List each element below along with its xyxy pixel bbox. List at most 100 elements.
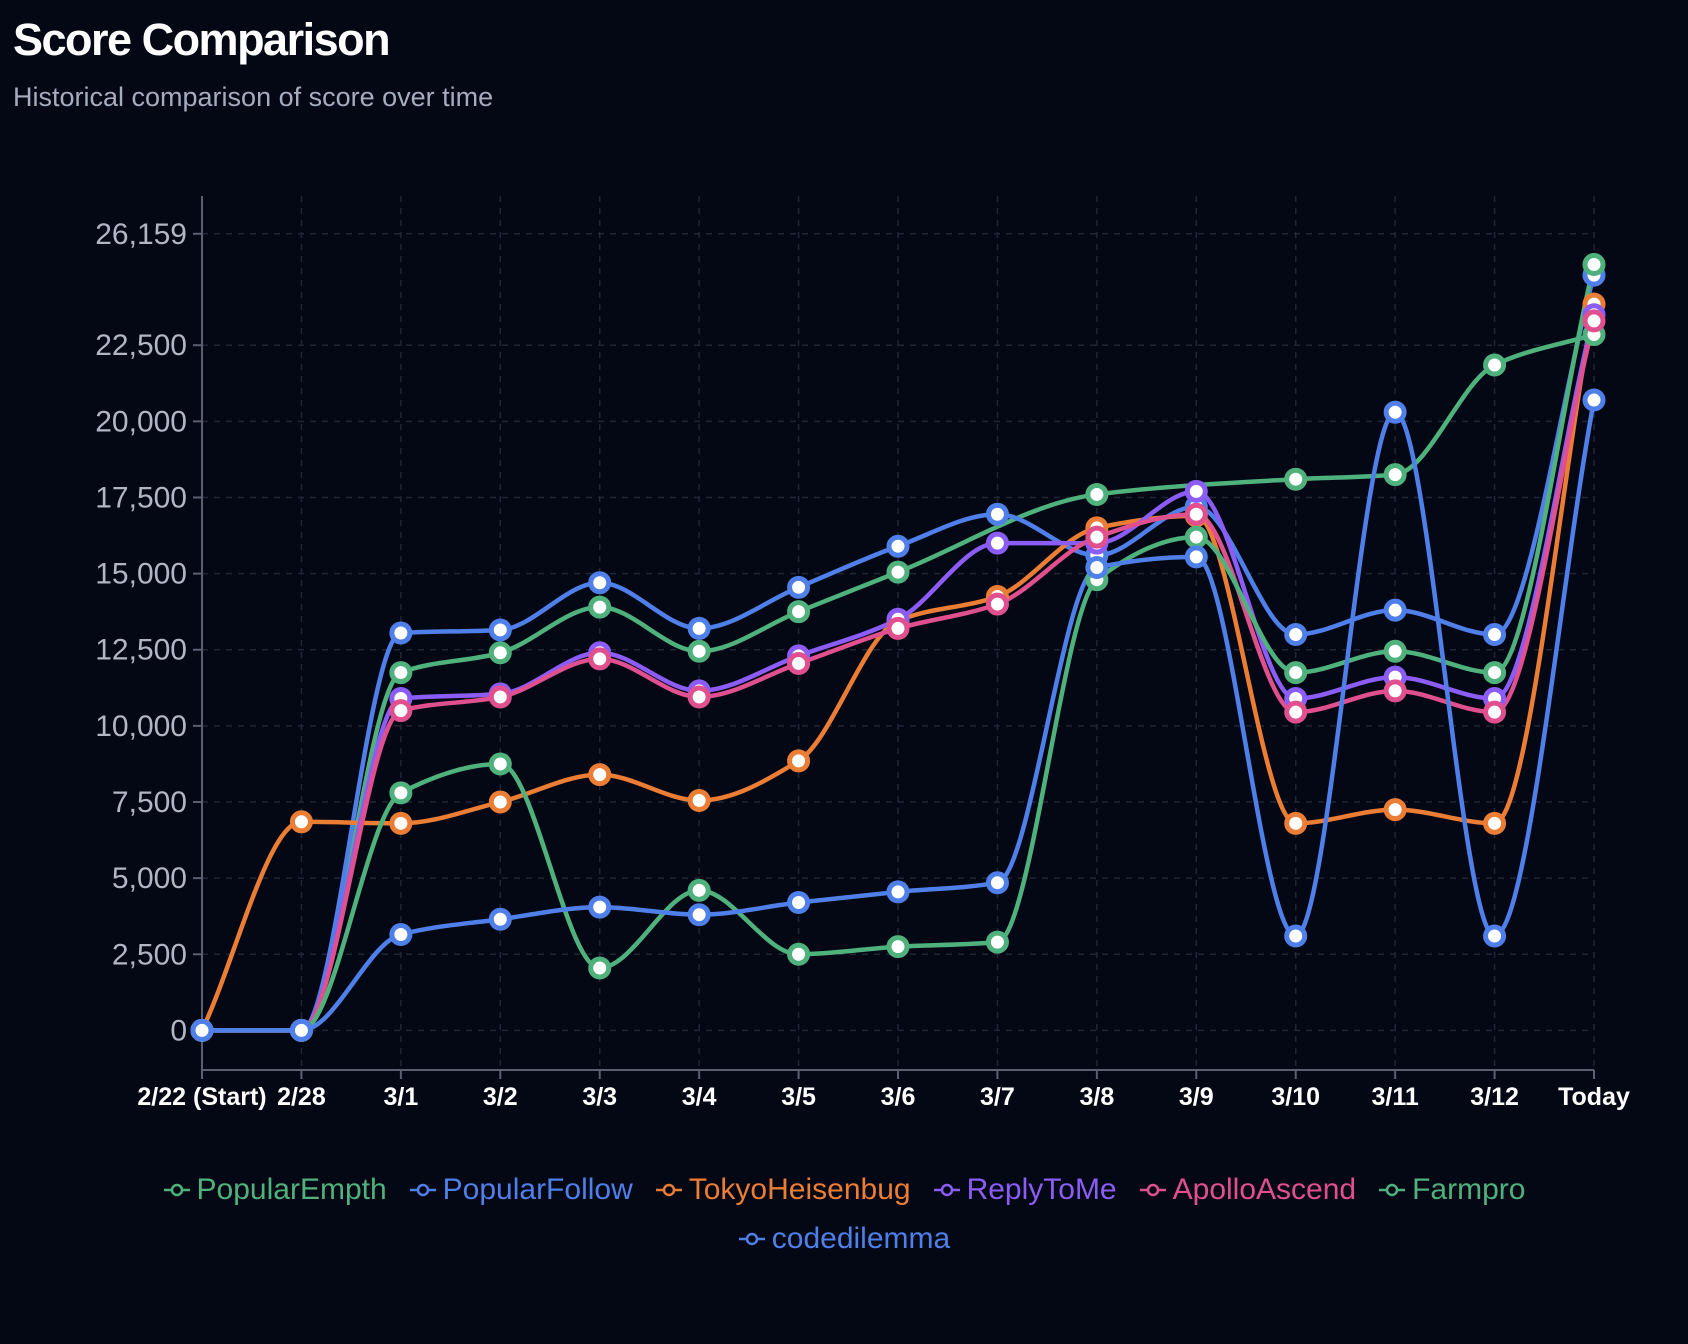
data-point-Farmpro (1383, 639, 1407, 663)
data-point-PopularFollow (1483, 623, 1507, 647)
data-point-ApolloAscend (389, 699, 413, 723)
data-point-TokyoHeisenbug (687, 788, 711, 812)
data-point-codedilemma (488, 907, 512, 931)
legend-label: PopularEmpth (196, 1173, 387, 1206)
data-point-TokyoHeisenbug (1383, 798, 1407, 822)
data-point-PopularEmpth (886, 560, 910, 584)
data-point-TokyoHeisenbug (1483, 811, 1507, 835)
data-point-PopularFollow (985, 502, 1009, 526)
data-point-Farmpro (389, 781, 413, 805)
data-point-ReplyToMe (1184, 479, 1208, 503)
x-tick-label: Today (1558, 1083, 1630, 1111)
data-point-PopularEmpth (687, 639, 711, 663)
y-tick-label: 12,500 (95, 634, 187, 667)
legend-label: ReplyToMe (966, 1173, 1117, 1206)
y-tick-label: 26,159 (95, 218, 187, 251)
data-point-codedilemma (389, 922, 413, 946)
data-point-ApolloAscend (687, 685, 711, 709)
data-point-Farmpro (1184, 525, 1208, 549)
y-tick-label: 2,500 (112, 938, 187, 971)
data-point-ApolloAscend (1184, 502, 1208, 526)
data-point-PopularFollow (1383, 598, 1407, 622)
legend-line-marker-icon (409, 1183, 436, 1197)
data-point-PopularFollow (886, 534, 910, 558)
data-point-codedilemma (1184, 545, 1208, 569)
data-point-codedilemma (787, 891, 811, 915)
legend-item-Farmpro[interactable]: Farmpro (1378, 1173, 1525, 1207)
data-point-Farmpro (488, 752, 512, 776)
data-point-codedilemma (1284, 924, 1308, 948)
y-tick-label: 5,000 (112, 862, 187, 895)
y-tick-label: 20,000 (95, 405, 187, 438)
data-point-ReplyToMe (985, 531, 1009, 555)
data-point-codedilemma (1483, 924, 1507, 948)
data-point-Farmpro (588, 956, 612, 980)
x-tick-label: 2/22 (Start) (137, 1083, 266, 1111)
x-tick-label: 3/2 (483, 1083, 518, 1111)
legend-item-codedilemma[interactable]: codedilemma (738, 1222, 950, 1256)
data-point-PopularFollow (488, 618, 512, 642)
data-point-PopularEmpth (1085, 482, 1109, 506)
legend-item-PopularEmpth[interactable]: PopularEmpth (163, 1173, 387, 1207)
legend-line-marker-icon (1139, 1183, 1166, 1197)
series-points (190, 253, 1606, 1042)
legend-item-TokyoHeisenbug[interactable]: TokyoHeisenbug (655, 1173, 911, 1207)
data-point-TokyoHeisenbug (787, 749, 811, 773)
legend-item-ReplyToMe[interactable]: ReplyToMe (933, 1173, 1117, 1207)
data-point-PopularEmpth (588, 595, 612, 619)
legend-line-marker-icon (738, 1232, 765, 1246)
data-point-Farmpro (985, 930, 1009, 954)
x-tick-label: 3/12 (1470, 1083, 1519, 1111)
data-point-codedilemma (687, 903, 711, 927)
data-point-codedilemma (1085, 556, 1109, 580)
data-point-Farmpro (787, 942, 811, 966)
data-point-PopularEmpth (389, 661, 413, 685)
data-point-ApolloAscend (488, 685, 512, 709)
chart-subtitle: Historical comparison of score over time (13, 82, 494, 112)
legend-item-ApolloAscend[interactable]: ApolloAscend (1139, 1173, 1356, 1207)
data-point-PopularEmpth (1483, 353, 1507, 377)
legend-label: Farmpro (1412, 1173, 1526, 1206)
x-tick-label: 2/28 (277, 1083, 326, 1111)
series-line-TokyoHeisenbug (199, 301, 1597, 1033)
data-point-ApolloAscend (1085, 525, 1109, 549)
data-point-Farmpro (1483, 661, 1507, 685)
data-point-codedilemma (1582, 388, 1606, 412)
x-tick-label: 3/9 (1179, 1083, 1214, 1111)
data-point-ApolloAscend (985, 592, 1009, 616)
data-point-ApolloAscend (1483, 700, 1507, 724)
legend-line-marker-icon (163, 1183, 190, 1197)
data-point-codedilemma (289, 1018, 313, 1042)
data-point-ApolloAscend (588, 647, 612, 671)
data-point-Farmpro (1582, 253, 1606, 277)
y-axis-ticks: 0 2,500 5,000 7,500 10,000 12,500 15,000 17,500… (95, 218, 202, 1047)
y-tick-label: 22,500 (95, 329, 187, 362)
data-point-PopularEmpth (1383, 463, 1407, 487)
legend-item-PopularFollow[interactable]: PopularFollow (409, 1173, 633, 1207)
y-tick-label: 0 (170, 1014, 187, 1047)
data-point-PopularFollow (588, 571, 612, 595)
data-point-TokyoHeisenbug (488, 790, 512, 814)
data-point-ApolloAscend (886, 616, 910, 640)
x-tick-label: 3/10 (1271, 1083, 1320, 1111)
data-point-codedilemma (1383, 400, 1407, 424)
data-point-PopularEmpth (488, 641, 512, 665)
y-tick-label: 15,000 (95, 558, 187, 591)
data-point-ApolloAscend (1383, 679, 1407, 703)
data-point-PopularFollow (687, 616, 711, 640)
legend-label: codedilemma (771, 1222, 951, 1255)
data-point-PopularEmpth (787, 600, 811, 624)
y-tick-label: 10,000 (95, 710, 187, 743)
legend-line-marker-icon (655, 1183, 682, 1197)
legend-label: PopularFollow (442, 1173, 633, 1206)
data-point-Farmpro (1284, 661, 1308, 685)
data-point-PopularFollow (389, 621, 413, 645)
data-point-TokyoHeisenbug (588, 763, 612, 787)
y-tick-label: 17,500 (95, 481, 187, 514)
x-tick-label: 3/7 (980, 1083, 1015, 1111)
data-point-codedilemma (985, 871, 1009, 895)
x-tick-label: 3/1 (383, 1083, 418, 1111)
legend-line-marker-icon (933, 1183, 960, 1197)
data-point-PopularFollow (1284, 623, 1308, 647)
